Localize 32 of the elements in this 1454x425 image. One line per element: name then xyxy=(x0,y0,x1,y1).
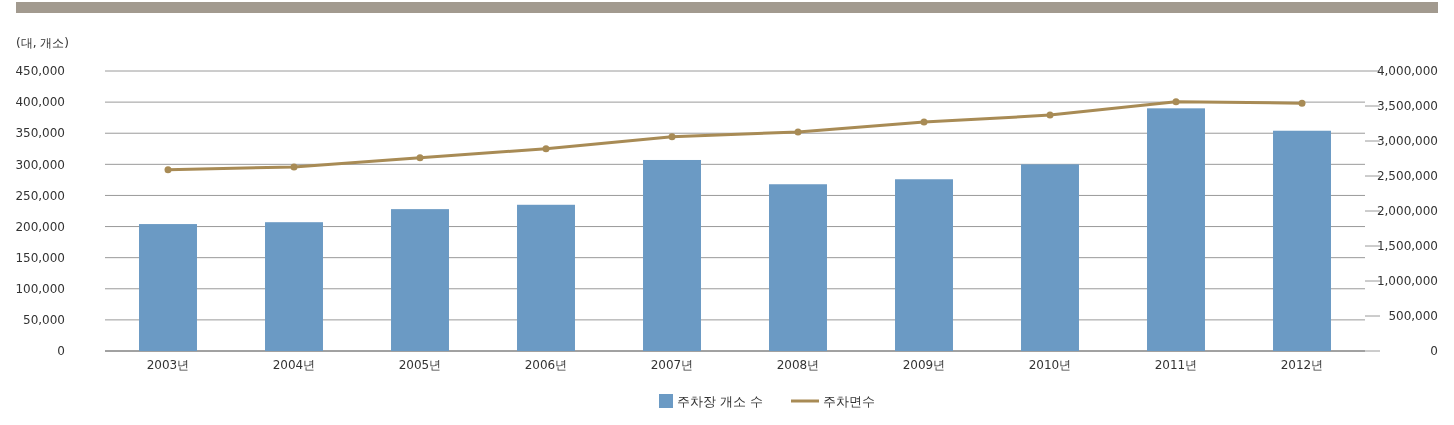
y-axis-title: (대, 개소) xyxy=(16,36,69,50)
y-tick-label: 250,000 xyxy=(15,188,65,203)
y2-tick-label: 2,000,000 xyxy=(1376,204,1438,219)
x-tick-label: 2004년 xyxy=(272,358,316,372)
y2-tick-label: 1,000,000 xyxy=(1376,274,1438,289)
y-tick-label: 300,000 xyxy=(15,157,65,172)
legend-label: 주차장 개소 수 xyxy=(677,394,764,409)
y2-tick-label: 500,000 xyxy=(1388,309,1438,324)
legend-label: 주차면수 xyxy=(823,394,875,409)
x-tick-label: 2008년 xyxy=(776,358,820,372)
y-tick-label: 400,000 xyxy=(15,95,65,110)
x-tick-label: 2005년 xyxy=(398,358,442,372)
y2-tick-label: 1,500,000 xyxy=(1376,239,1438,254)
y-tick-label: 150,000 xyxy=(15,250,65,265)
y-tick-label: 450,000 xyxy=(15,64,65,79)
x-tick-label: 2003년 xyxy=(146,358,190,372)
x-tick-label: 2011년 xyxy=(1154,358,1198,372)
x-tick-label: 2010년 xyxy=(1028,358,1072,372)
x-tick-label: 2007년 xyxy=(650,358,694,372)
x-tick-label: 2006년 xyxy=(524,358,568,372)
y-tick-label: 200,000 xyxy=(15,219,65,234)
y-tick-label: 0 xyxy=(57,344,65,359)
y2-tick-label: 0 xyxy=(1430,344,1438,359)
y2-tick-label: 3,000,000 xyxy=(1376,134,1438,149)
y-tick-label: 50,000 xyxy=(23,313,65,328)
y2-tick-label: 2,500,000 xyxy=(1376,169,1438,184)
x-tick-label: 2009년 xyxy=(902,358,946,372)
y2-tick-label: 3,500,000 xyxy=(1376,99,1438,114)
y2-tick-label: 4,000,000 xyxy=(1376,64,1438,79)
y-tick-label: 350,000 xyxy=(15,126,65,141)
y-tick-label: 100,000 xyxy=(15,281,65,296)
x-tick-label: 2012년 xyxy=(1280,358,1324,372)
